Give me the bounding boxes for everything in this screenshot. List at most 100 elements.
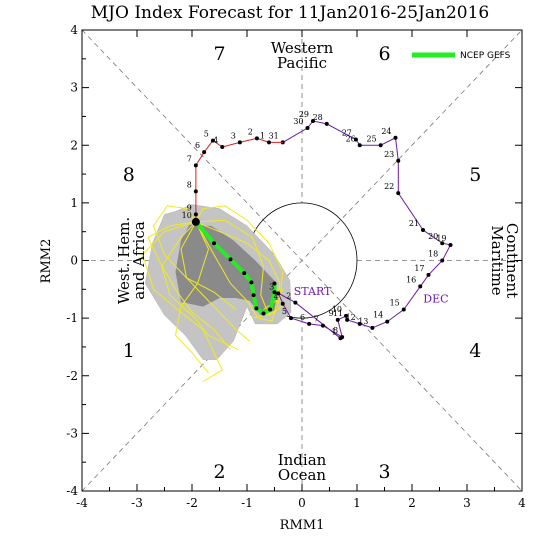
chart-title: MJO Index Forecast for 11Jan2016-25Jan20… (91, 3, 489, 23)
x-tick-label: -2 (186, 496, 198, 510)
observed-point (448, 242, 453, 247)
day-label: 10 (332, 305, 342, 314)
forecast-point (242, 271, 247, 276)
day-label: 15 (390, 298, 400, 307)
observed-point (426, 272, 431, 277)
forecast-point (272, 281, 277, 286)
legend: NCEP GEFS (412, 51, 511, 61)
day-label: 3 (231, 131, 236, 140)
observed-point (344, 313, 348, 318)
day-label: 14 (373, 311, 383, 320)
day-label: 6 (195, 141, 200, 150)
y-tick-label: -2 (66, 369, 78, 383)
observed-point (357, 143, 362, 148)
day-label: 2 (248, 127, 253, 136)
x-tick-label: -4 (76, 496, 88, 510)
day-label: 16 (406, 275, 416, 284)
observed-point (418, 284, 423, 289)
observed-point (237, 140, 242, 145)
start-label: START (294, 285, 332, 298)
phase-label: 4 (469, 340, 481, 362)
x-tick-label: 0 (298, 496, 306, 510)
phase-label: 5 (469, 164, 481, 186)
region-label-right: Maritime (488, 225, 506, 295)
day-label: 22 (384, 182, 394, 191)
observed-point (335, 317, 340, 322)
observed-point (293, 300, 298, 305)
observed-point (305, 125, 310, 130)
phase-label: 8 (123, 164, 135, 186)
observed-point (345, 317, 350, 322)
observed-track-jan (195, 137, 270, 222)
observed-point (307, 321, 312, 326)
region-label-bottom: Ocean (278, 466, 327, 484)
day-label: 9 (187, 203, 192, 212)
y-tick-label: 2 (70, 138, 78, 152)
observed-point (191, 217, 200, 226)
observed-point (254, 136, 259, 141)
x-tick-label: 1 (353, 496, 361, 510)
observed-point (220, 144, 225, 149)
ensemble-member-track (195, 219, 286, 316)
y-tick-label: 4 (70, 23, 78, 37)
day-label: 24 (381, 127, 391, 136)
day-label: 7 (314, 315, 319, 324)
y-tick-label: -4 (66, 484, 78, 498)
x-tick-label: -3 (131, 496, 143, 510)
day-label: 6 (300, 313, 305, 322)
phase-divider-diagonal (81, 29, 523, 492)
forecast-point (261, 311, 266, 316)
region-label-left: West. Hem. (115, 217, 133, 304)
day-label: 7 (187, 154, 192, 163)
observed-point (440, 241, 445, 246)
observed-point (311, 119, 315, 124)
observed-point (324, 121, 329, 126)
forecast-point (228, 257, 233, 262)
phase-label: 7 (213, 43, 225, 65)
day-label: 4 (213, 136, 218, 145)
day-label: 30 (293, 117, 303, 126)
month-label: DEC (423, 292, 448, 305)
y-tick-label: 0 (70, 254, 78, 268)
observed-point (289, 316, 293, 321)
observed-point (193, 163, 198, 168)
y-tick-label: -1 (66, 311, 78, 325)
day-label: 27 (342, 128, 352, 137)
day-label: 8 (333, 326, 338, 335)
y-tick-label: 1 (70, 196, 78, 210)
day-label: 31 (269, 131, 279, 140)
phase-label: 2 (213, 461, 225, 483)
observed-point (421, 227, 425, 232)
day-label: 21 (409, 219, 419, 228)
observed-point (280, 301, 285, 306)
x-tick-label: 4 (518, 496, 526, 510)
forecast-point (254, 306, 259, 311)
day-label: 26 (346, 134, 356, 143)
y-tick-label: -3 (66, 426, 78, 440)
observed-point (193, 189, 198, 194)
day-label: 1 (331, 327, 336, 336)
region-label-top: Western (271, 39, 334, 57)
observed-point (357, 321, 362, 326)
day-label: 23 (384, 150, 394, 159)
day-label: 4 (274, 293, 279, 302)
ensemble-member-track (147, 221, 231, 351)
day-label: 19 (436, 234, 446, 243)
day-label: 13 (358, 317, 368, 326)
day-label: 11 (333, 309, 343, 318)
observed-point (276, 291, 281, 296)
forecast-point (249, 280, 254, 285)
day-label: 20 (428, 232, 438, 241)
day-label: 17 (414, 264, 424, 273)
ensemble-member-track (195, 221, 284, 322)
observed-point (396, 158, 401, 163)
day-label: 8 (187, 180, 192, 189)
legend-label: NCEP GEFS (460, 51, 511, 61)
forecast-point (272, 290, 277, 295)
day-label: 12 (346, 313, 356, 322)
day-label: 10 (182, 211, 192, 220)
forecast-point (212, 241, 216, 246)
ensemble-member-track (174, 221, 210, 374)
region-label-bottom: Indian (278, 451, 327, 469)
